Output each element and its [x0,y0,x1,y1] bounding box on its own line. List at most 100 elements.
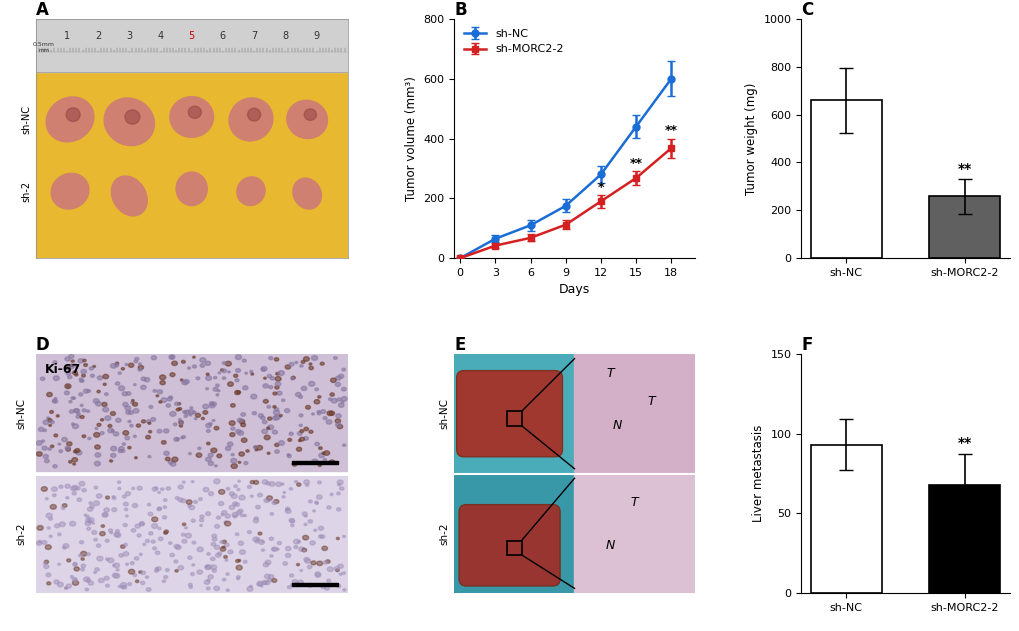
Circle shape [125,363,127,365]
Circle shape [189,505,195,510]
Circle shape [287,454,289,456]
Circle shape [155,551,160,555]
Circle shape [187,504,192,507]
Circle shape [96,401,101,406]
Circle shape [289,519,294,523]
Circle shape [174,402,178,406]
Circle shape [178,420,183,424]
Ellipse shape [304,109,316,121]
Circle shape [78,393,83,396]
Circle shape [75,487,81,490]
Circle shape [137,534,141,537]
Circle shape [65,384,71,389]
Circle shape [234,391,239,394]
Text: N: N [612,419,622,432]
Circle shape [237,480,240,482]
Circle shape [130,562,135,565]
Circle shape [211,543,216,546]
Text: 8: 8 [282,31,288,40]
Circle shape [78,481,85,486]
Circle shape [213,387,218,391]
Circle shape [45,459,49,463]
Circle shape [41,377,45,380]
Circle shape [272,547,277,551]
Circle shape [326,506,331,509]
Circle shape [212,534,216,538]
Circle shape [229,492,234,495]
Circle shape [131,399,133,401]
Circle shape [156,395,159,397]
Circle shape [87,528,91,530]
Circle shape [120,545,125,548]
Circle shape [192,541,196,544]
Circle shape [325,560,330,563]
Text: sh-NC: sh-NC [21,105,31,134]
Circle shape [209,402,213,405]
Circle shape [285,553,290,557]
Circle shape [342,444,345,446]
Circle shape [69,410,73,413]
Circle shape [341,396,346,401]
Circle shape [103,512,107,517]
Circle shape [194,500,198,504]
Circle shape [257,445,262,450]
Circle shape [265,581,270,585]
Circle shape [208,492,213,495]
Circle shape [206,423,211,428]
Circle shape [229,421,235,425]
Circle shape [238,452,245,456]
Circle shape [225,514,230,518]
Circle shape [337,425,342,428]
Circle shape [206,373,209,375]
Circle shape [173,423,177,426]
Circle shape [232,515,236,518]
Circle shape [193,365,197,368]
Ellipse shape [229,98,273,141]
Circle shape [93,399,99,403]
Circle shape [115,529,119,533]
Circle shape [250,586,252,587]
Circle shape [135,524,141,528]
Circle shape [209,423,212,425]
Circle shape [173,437,178,441]
Circle shape [104,508,109,512]
Bar [810,100,881,258]
Circle shape [282,562,287,565]
Circle shape [167,398,172,401]
Circle shape [101,525,104,528]
Circle shape [84,389,89,393]
Circle shape [62,546,66,549]
Bar [453,354,574,473]
Circle shape [222,546,224,548]
Circle shape [50,445,54,447]
Circle shape [92,522,95,524]
Circle shape [234,379,238,382]
X-axis label: Days: Days [558,283,590,297]
Circle shape [335,569,339,572]
Circle shape [221,510,226,514]
Circle shape [275,382,280,386]
Circle shape [213,377,217,379]
Circle shape [79,380,83,382]
Circle shape [235,533,238,536]
Circle shape [340,401,343,403]
Circle shape [81,558,85,560]
Circle shape [299,440,301,442]
Circle shape [69,401,72,403]
Circle shape [227,382,233,386]
Bar [506,541,521,555]
Circle shape [76,413,81,415]
Circle shape [148,504,151,506]
Text: B: B [453,1,467,19]
Circle shape [287,439,291,441]
Circle shape [318,447,322,449]
Circle shape [200,358,206,362]
Circle shape [115,418,121,422]
Circle shape [206,587,210,590]
Circle shape [216,394,219,396]
Circle shape [140,522,144,526]
Circle shape [267,452,270,454]
Text: sh-2: sh-2 [21,180,31,202]
Circle shape [123,502,128,506]
Circle shape [59,522,65,527]
